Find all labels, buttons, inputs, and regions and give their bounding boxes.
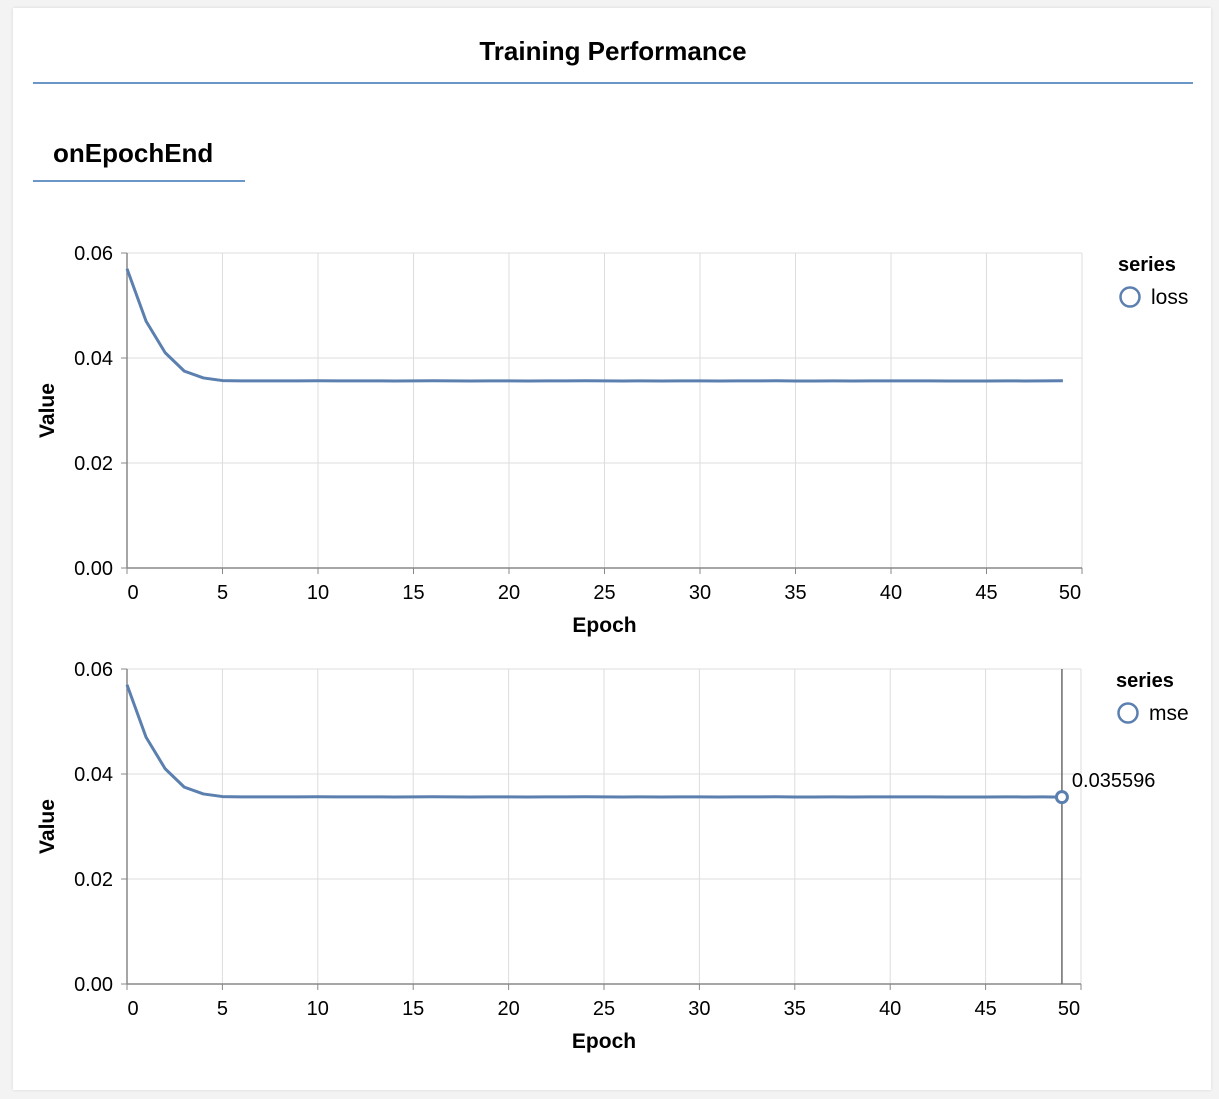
y-axis-title: Value	[36, 383, 59, 438]
tab-label: onEpochEnd	[53, 138, 214, 168]
y-tick-label: 0.02	[74, 869, 113, 891]
legend-label[interactable]: loss	[1151, 286, 1188, 309]
legend-symbol[interactable]	[1117, 702, 1139, 724]
x-tick-label: 15	[402, 998, 424, 1020]
x-tick-label: 45	[974, 998, 996, 1020]
tab-on-epoch-end[interactable]: onEpochEnd	[33, 134, 245, 182]
x-tick-label: 5	[217, 998, 228, 1020]
series-line-mse[interactable]	[125, 684, 1062, 799]
x-axis-title: Epoch	[572, 1030, 636, 1053]
y-tick-label: 0.06	[74, 243, 113, 265]
legend-label[interactable]: mse	[1149, 702, 1189, 725]
x-tick-label: 10	[307, 998, 329, 1020]
legend-title: series	[1118, 254, 1176, 276]
y-axis-title: Value	[36, 799, 59, 854]
y-tick-label: 0.02	[74, 453, 113, 475]
panel-title: Training Performance	[479, 36, 747, 66]
hover-point[interactable]	[1054, 790, 1069, 805]
y-tick-label: 0.04	[74, 348, 113, 370]
legend-symbol[interactable]	[1119, 286, 1141, 308]
x-tick-label: 0	[127, 998, 138, 1020]
x-tick-label: 30	[689, 582, 711, 604]
x-tick-label: 35	[784, 998, 806, 1020]
y-tick-label: 0.00	[74, 558, 113, 580]
x-tick-label: 30	[688, 998, 710, 1020]
x-tick-label: 25	[593, 998, 615, 1020]
y-tick-label: 0.06	[74, 659, 113, 681]
legend-title: series	[1116, 670, 1174, 692]
x-tick-label: 50	[1058, 998, 1080, 1020]
title-divider	[33, 82, 1193, 84]
x-tick-label: 5	[217, 582, 228, 604]
x-tick-label: 0	[127, 582, 138, 604]
x-tick-label: 25	[593, 582, 615, 604]
x-tick-label: 45	[975, 582, 997, 604]
y-tick-label: 0.04	[74, 764, 113, 786]
y-tick-label: 0.00	[74, 974, 113, 996]
visor-panel: Training Performance onEpochEnd	[13, 8, 1211, 1090]
x-tick-label: 20	[497, 998, 519, 1020]
x-tick-label: 35	[784, 582, 806, 604]
x-tick-label: 20	[498, 582, 520, 604]
x-tick-label: 40	[880, 582, 902, 604]
x-tick-label: 15	[402, 582, 424, 604]
x-tick-label: 10	[307, 582, 329, 604]
x-axis-title: Epoch	[572, 614, 636, 637]
x-tick-label: 50	[1059, 582, 1081, 604]
x-tick-label: 40	[879, 998, 901, 1020]
series-line-loss[interactable]	[125, 268, 1063, 383]
hover-value-label: 0.035596	[1072, 770, 1155, 792]
